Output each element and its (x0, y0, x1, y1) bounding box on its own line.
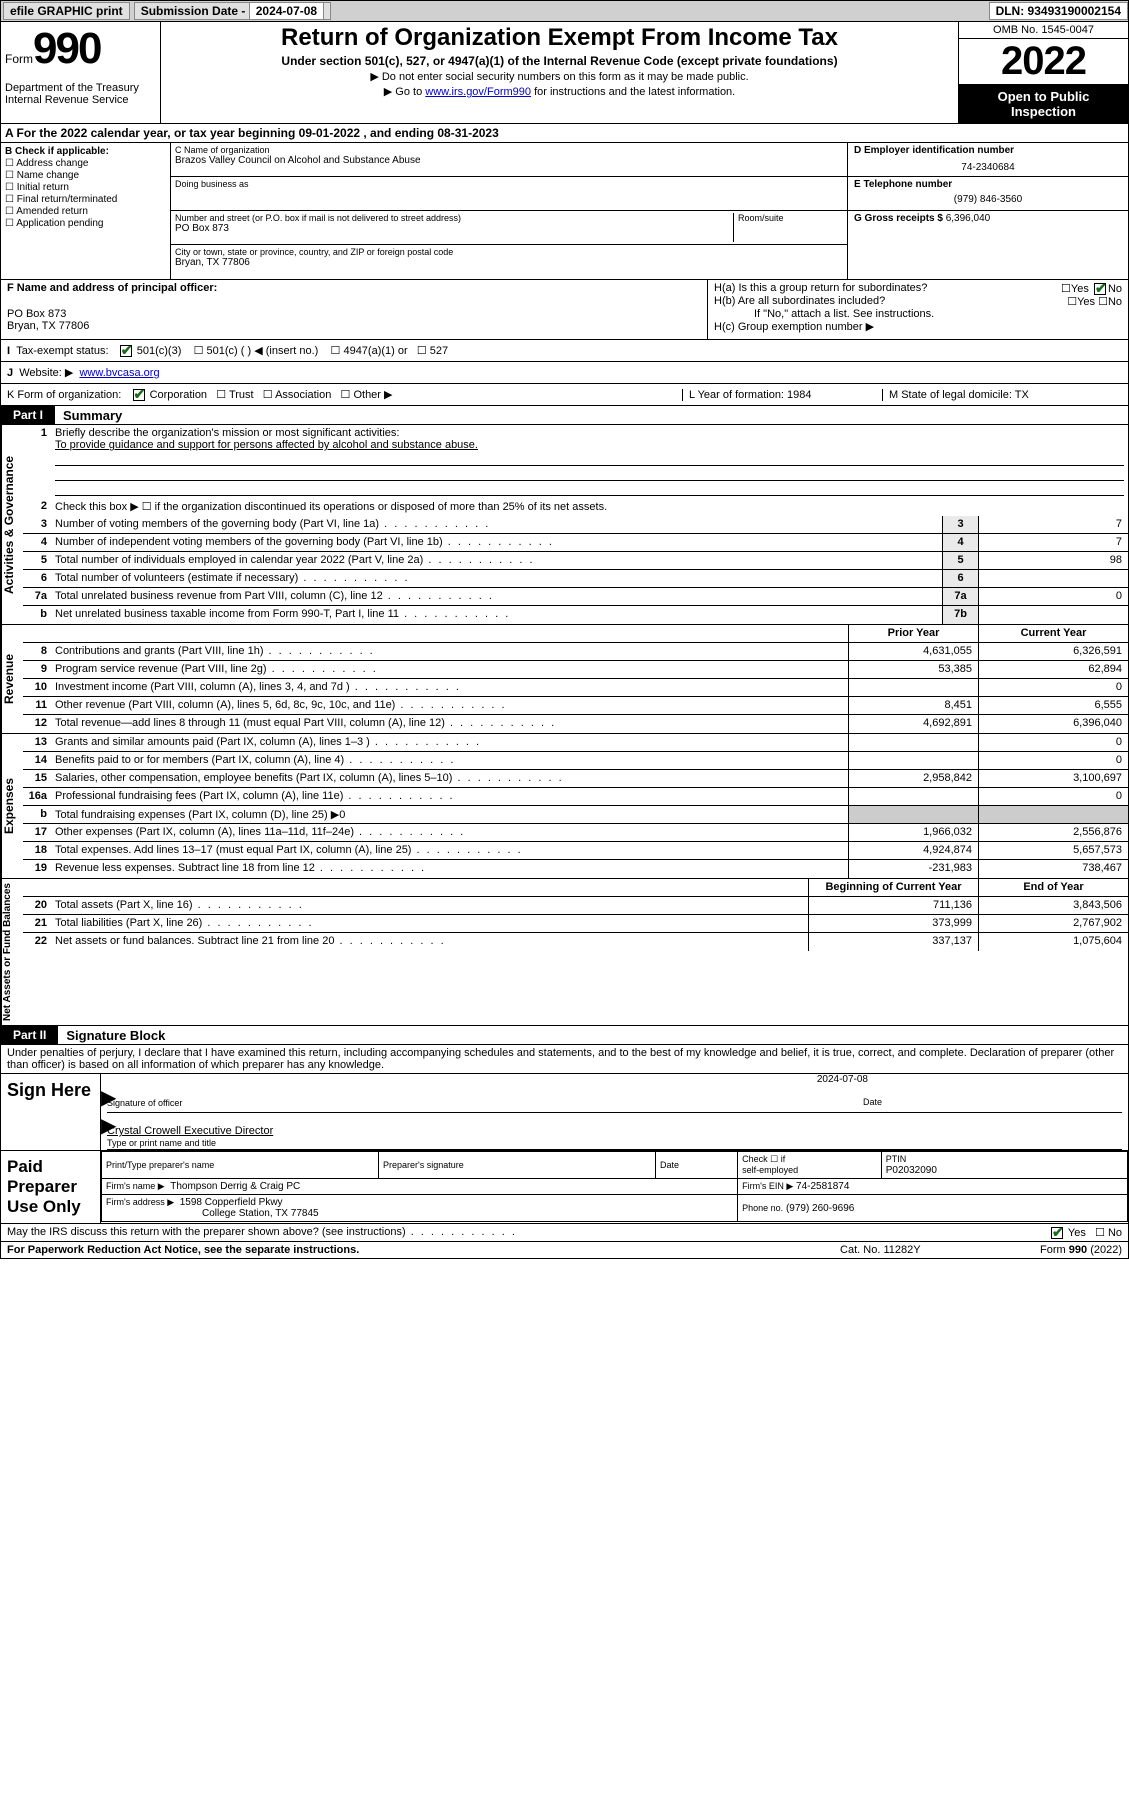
header-info-block: B Check if applicable: ☐ Address change … (0, 143, 1129, 280)
table-row: 11Other revenue (Part VIII, column (A), … (23, 697, 1128, 715)
table-row: 5Total number of individuals employed in… (23, 552, 1128, 570)
telephone: (979) 846-3560 (854, 194, 1122, 205)
tax-period: A For the 2022 calendar year, or tax yea… (0, 124, 1129, 143)
ein: 74-2340684 (854, 162, 1122, 173)
revenue-section: Revenue Prior Year Current Year 8Contrib… (0, 625, 1129, 734)
street-address: PO Box 873 (175, 223, 733, 234)
tax-year: 2022 (959, 39, 1128, 85)
table-row: 12Total revenue—add lines 8 through 11 (… (23, 715, 1128, 733)
submission-date: Submission Date - 2024-07-08 (134, 2, 331, 20)
open-to-public: Open to Public Inspection (959, 85, 1128, 123)
mission-text: To provide guidance and support for pers… (55, 439, 478, 451)
table-row: 7aTotal unrelated business revenue from … (23, 588, 1128, 606)
website-row: J Website: ▶ www.bvcasa.org (0, 362, 1129, 384)
org-name: Brazos Valley Council on Alcohol and Sub… (175, 155, 843, 166)
officer-group-block: F Name and address of principal officer:… (0, 280, 1129, 340)
table-row: 22Net assets or fund balances. Subtract … (23, 933, 1128, 951)
table-row: bNet unrelated business taxable income f… (23, 606, 1128, 624)
table-row: 14Benefits paid to or for members (Part … (23, 752, 1128, 770)
dln: DLN: 93493190002154 (989, 2, 1128, 20)
table-row: 10Investment income (Part VIII, column (… (23, 679, 1128, 697)
topbar: efile GRAPHIC print Submission Date - 20… (0, 0, 1129, 22)
check-if-applicable: B Check if applicable: ☐ Address change … (1, 143, 171, 279)
expenses-section: Expenses 13Grants and similar amounts pa… (0, 734, 1129, 879)
year-formation: L Year of formation: 1984 (682, 389, 882, 401)
table-row: 21Total liabilities (Part X, line 26)373… (23, 915, 1128, 933)
form-title: Return of Organization Exempt From Incom… (167, 24, 952, 52)
instructions-link[interactable]: www.irs.gov/Form990 (425, 86, 531, 98)
table-row: 8Contributions and grants (Part VIII, li… (23, 643, 1128, 661)
tax-exempt-status: I Tax-exempt status: 501(c)(3) ☐ 501(c) … (0, 340, 1129, 362)
table-row: 18Total expenses. Add lines 13–17 (must … (23, 842, 1128, 860)
discuss-yes-checkbox (1051, 1227, 1063, 1239)
sign-here-block: Sign Here 2024-07-08 ▶ Signature of offi… (0, 1074, 1129, 1151)
efile-print-button[interactable]: efile GRAPHIC print (3, 2, 130, 20)
city-state-zip: Bryan, TX 77806 (175, 257, 843, 268)
activities-governance: Activities & Governance 1 Briefly descri… (0, 425, 1129, 625)
paid-preparer-block: Paid Preparer Use Only Print/Type prepar… (0, 1151, 1129, 1224)
table-row: 19Revenue less expenses. Subtract line 1… (23, 860, 1128, 878)
officer-name: Crystal Crowell Executive Director (107, 1125, 273, 1137)
table-row: 15Salaries, other compensation, employee… (23, 770, 1128, 788)
gross-receipts: 6,396,040 (946, 213, 991, 224)
perjury-declaration: Under penalties of perjury, I declare th… (0, 1045, 1129, 1074)
table-row: 17Other expenses (Part IX, column (A), l… (23, 824, 1128, 842)
table-row: 6Total number of volunteers (estimate if… (23, 570, 1128, 588)
table-row: 3Number of voting members of the governi… (23, 516, 1128, 534)
form-header: Form990 Department of the Treasury Inter… (0, 22, 1129, 124)
website-link[interactable]: www.bvcasa.org (79, 367, 159, 379)
table-row: 13Grants and similar amounts paid (Part … (23, 734, 1128, 752)
omb-number: OMB No. 1545-0047 (959, 22, 1128, 39)
table-row: bTotal fundraising expenses (Part IX, co… (23, 806, 1128, 824)
table-row: 9Program service revenue (Part VIII, lin… (23, 661, 1128, 679)
page-footer: For Paperwork Reduction Act Notice, see … (0, 1242, 1129, 1259)
form-of-org-row: K Form of organization: Corporation ☐ Tr… (0, 384, 1129, 406)
part-i-header: Part I Summary (0, 406, 1129, 425)
state-domicile: M State of legal domicile: TX (882, 389, 1122, 401)
table-row: 20Total assets (Part X, line 16)711,1363… (23, 897, 1128, 915)
discuss-row: May the IRS discuss this return with the… (0, 1224, 1129, 1242)
preparer-table: Print/Type preparer's name Preparer's si… (101, 1151, 1128, 1222)
table-row: 16aProfessional fundraising fees (Part I… (23, 788, 1128, 806)
501c3-checkbox (120, 345, 132, 357)
net-assets-section: Net Assets or Fund Balances Beginning of… (0, 879, 1129, 1026)
part-ii-header: Part II Signature Block (0, 1026, 1129, 1045)
table-row: 4Number of independent voting members of… (23, 534, 1128, 552)
